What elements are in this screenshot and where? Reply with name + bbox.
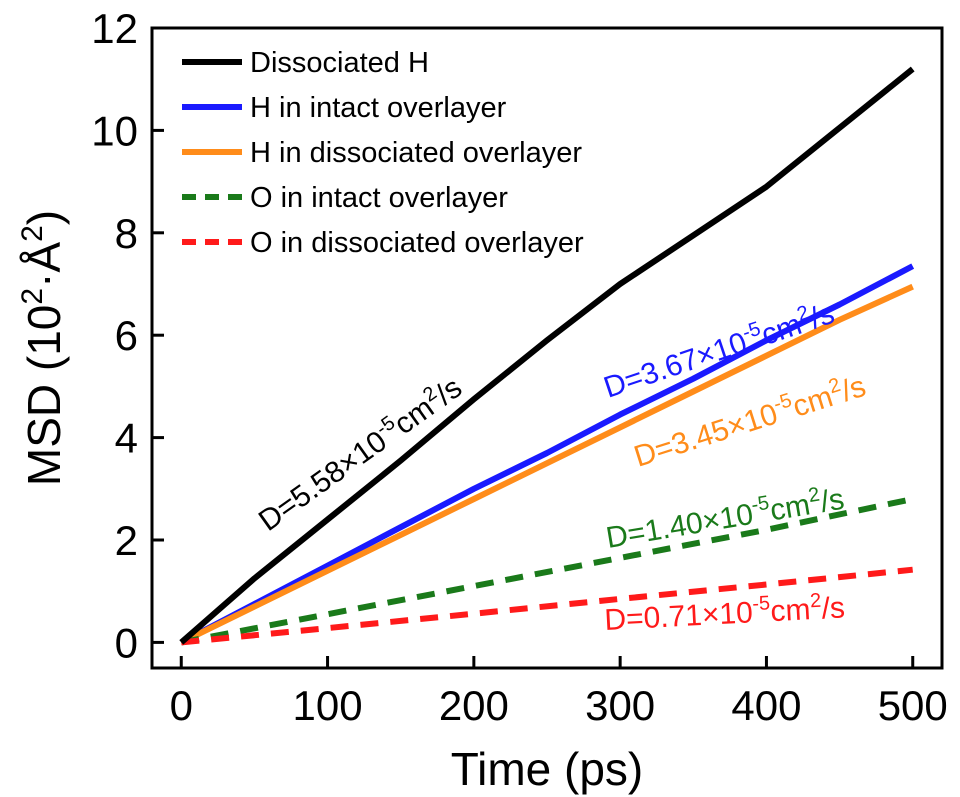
legend: Dissociated H H in intact overlayer H in d…	[182, 47, 584, 259]
series-line-2	[179, 283, 914, 646]
legend-label-1: H in intact overlayer	[250, 92, 507, 124]
legend-label-0: Dissociated H	[250, 47, 429, 79]
x-tick-label: 400	[731, 682, 801, 729]
x-tick-label: 100	[293, 682, 363, 729]
x-tick-label: 0	[170, 682, 193, 729]
legend-label-3: O in intact overlayer	[250, 182, 508, 214]
annotation-o-intact: D=1.40×10-5cm2/s	[603, 480, 846, 555]
series-line-1	[179, 263, 915, 646]
x-tick-label: 500	[878, 682, 948, 729]
y-tick-label: 10	[91, 107, 138, 154]
y-tick-label: 12	[91, 5, 138, 52]
series-line-3	[180, 496, 914, 646]
axis-ticks: 0 100 200 300 400 500 0 2 4 6 8 10 12	[91, 5, 947, 729]
y-tick-label: 6	[115, 312, 138, 359]
x-tick-label: 200	[439, 682, 509, 729]
legend-label-2: H in dissociated overlayer	[250, 137, 582, 169]
y-tick-label: 4	[115, 415, 138, 462]
plot-frame	[150, 26, 944, 670]
series-layer	[179, 66, 915, 646]
series-line-4	[181, 566, 914, 646]
y-tick-label: 2	[115, 517, 138, 564]
y-tick-label: 0	[115, 619, 138, 666]
legend-label-4: O in dissociated overlayer	[250, 227, 584, 259]
annotation-dissociated-h: D=5.58×10-5cm2/s	[251, 369, 468, 538]
annotation-o-dissociated: D=0.71×10-5cm2/s	[603, 588, 845, 637]
y-axis-title: MSD (102·Å2)	[16, 210, 70, 486]
x-axis-title: Time (ps)	[451, 743, 644, 795]
y-tick-label: 8	[115, 210, 138, 257]
x-tick-label: 300	[585, 682, 655, 729]
annotations: D=5.58×10-5cm2/s D=3.67×10-5cm2/sD=3.45×1…	[251, 297, 870, 637]
series-line-0	[179, 66, 915, 645]
